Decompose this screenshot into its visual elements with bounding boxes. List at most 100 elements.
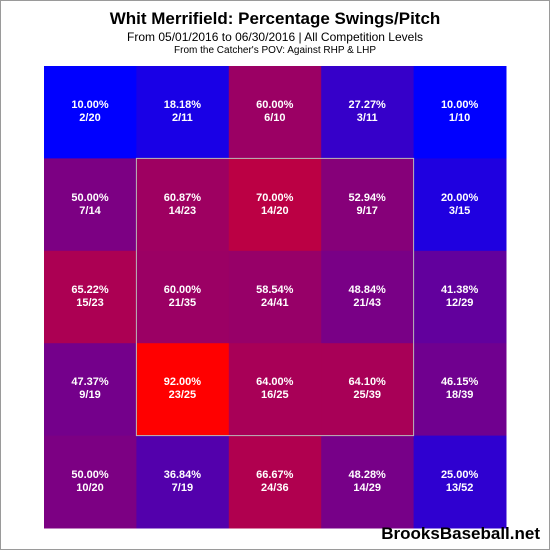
cell-ratio: 15/23 xyxy=(76,297,104,309)
cell-ratio: 23/25 xyxy=(168,389,197,402)
cell-ratio: 7/14 xyxy=(79,204,101,217)
cell-percent: 20.00% xyxy=(440,191,479,204)
cell-ratio: 21/43 xyxy=(353,297,381,309)
cell-percent: 64.00% xyxy=(256,376,294,389)
cell-percent: 60.87% xyxy=(163,191,202,204)
cell-label-r4c2: 66.67% 24/36 xyxy=(229,469,321,495)
cell-ratio: 25/39 xyxy=(353,389,381,402)
cell-label-r4c3: 48.28% 14/29 xyxy=(321,469,413,495)
cell-label-r3c1: 92.00% 23/25 xyxy=(136,376,228,402)
cell-label-r3c0: 47.37% 9/19 xyxy=(44,376,136,402)
cell-percent: 58.54% xyxy=(256,284,294,296)
cell-percent: 41.38% xyxy=(440,284,479,296)
cell-label-r4c0: 50.00% 10/20 xyxy=(44,469,136,495)
cell-percent: 52.94% xyxy=(348,191,386,204)
cell-ratio: 9/19 xyxy=(79,389,101,402)
heatmap-cell-r2c0 xyxy=(44,250,137,344)
heatmap-cell-r1c1 xyxy=(136,158,230,252)
chart-subtitle-pov: From the Catcher's POV: Against RHP & LH… xyxy=(174,45,376,56)
chart-title: Whit Merrifield: Percentage Swings/Pitch xyxy=(109,9,441,28)
heatmap-cell-r3c0 xyxy=(44,343,137,437)
cell-label-r0c3: 27.27% 3/11 xyxy=(321,99,413,125)
heatmap-cell-r2c4 xyxy=(413,250,507,344)
cell-ratio: 13/52 xyxy=(445,481,474,494)
cell-ratio: 14/29 xyxy=(353,481,381,494)
heatmap-cell-r4c3 xyxy=(321,435,415,529)
cell-ratio: 9/17 xyxy=(356,204,378,217)
cell-label-r3c2: 64.00% 16/25 xyxy=(229,376,321,402)
heatmap-cell-r3c2 xyxy=(228,343,322,437)
cell-ratio: 7/19 xyxy=(171,481,194,494)
cell-percent: 65.22% xyxy=(71,284,109,296)
cell-ratio: 2/11 xyxy=(171,112,193,125)
cell-percent: 10.00% xyxy=(440,99,479,112)
cell-percent: 64.10% xyxy=(348,376,386,389)
cell-ratio: 3/11 xyxy=(356,112,378,125)
heatmap-cell-r2c3 xyxy=(321,250,415,344)
cell-ratio: 14/20 xyxy=(261,204,289,217)
cell-ratio: 1/10 xyxy=(448,112,471,125)
brand-watermark: BrooksBaseball.net xyxy=(381,524,540,543)
chart-subtitle: From 05/01/2016 to 06/30/2016 | All Comp… xyxy=(127,30,423,44)
heatmap-cell-r3c1 xyxy=(136,343,230,437)
heatmap-cell-r2c2 xyxy=(228,250,322,344)
cell-label-r3c4: 46.15% 18/39 xyxy=(414,376,506,402)
cell-ratio: 10/20 xyxy=(76,481,104,494)
heatmap-cell-r4c1 xyxy=(136,435,230,529)
cell-percent: 70.00% xyxy=(256,191,294,204)
cell-label-r1c4: 20.00% 3/15 xyxy=(414,192,506,218)
cell-ratio: 24/36 xyxy=(261,481,289,494)
heatmap-cell-r4c0 xyxy=(44,435,137,529)
heatmap-cell-r0c4 xyxy=(413,66,507,159)
cell-label-r0c0: 10.00% 2/20 xyxy=(44,99,136,125)
heatmap-cell-r3c3 xyxy=(321,343,415,437)
cell-percent: 27.27% xyxy=(348,99,386,112)
heatmap-cell-r0c2 xyxy=(228,66,322,159)
cell-label-r4c4: 25.00% 13/52 xyxy=(414,469,506,495)
cell-label-r1c2: 70.00% 14/20 xyxy=(229,192,321,218)
cell-percent: 50.00% xyxy=(71,191,109,204)
cell-ratio: 14/23 xyxy=(168,204,197,217)
cell-ratio: 21/35 xyxy=(168,297,197,309)
heatmap-cell-r4c4 xyxy=(413,435,507,529)
cell-label-r0c4: 10.00% 1/10 xyxy=(414,99,506,125)
cell-ratio: 18/39 xyxy=(445,389,474,402)
cell-label-r2c0: 65.22% 15/23 xyxy=(44,284,136,310)
heatmap-cell-r4c2 xyxy=(228,435,322,529)
heatmap-cell-r0c0 xyxy=(44,66,137,159)
cell-ratio: 24/41 xyxy=(261,297,289,309)
cell-percent: 60.00% xyxy=(163,284,202,296)
heatmap-cell-r0c3 xyxy=(321,66,415,159)
cell-label-r0c2: 60.00% 6/10 xyxy=(229,99,321,125)
cell-percent: 47.37% xyxy=(71,376,109,389)
cell-percent: 10.00% xyxy=(71,99,109,112)
cell-label-r1c1: 60.87% 14/23 xyxy=(136,192,228,218)
cell-label-r0c1: 18.18% 2/11 xyxy=(136,99,228,125)
cell-label-r2c1: 60.00% 21/35 xyxy=(136,284,228,310)
cell-label-r3c3: 64.10% 25/39 xyxy=(321,376,413,402)
strike-zone-outline xyxy=(135,157,415,437)
cell-percent: 46.15% xyxy=(440,376,479,389)
cell-percent: 92.00% xyxy=(163,376,202,389)
heatmap-cell-r0c1 xyxy=(136,66,230,159)
cell-ratio: 3/15 xyxy=(448,204,471,217)
cell-label-r2c2: 58.54% 24/41 xyxy=(229,284,321,310)
cell-percent: 48.28% xyxy=(348,468,386,481)
cell-label-r1c0: 50.00% 7/14 xyxy=(44,192,136,218)
cell-label-r2c3: 48.84% 21/43 xyxy=(321,284,413,310)
cell-percent: 50.00% xyxy=(71,468,109,481)
heatmap-cell-r1c0 xyxy=(44,158,137,252)
cell-label-r1c3: 52.94% 9/17 xyxy=(321,192,413,218)
heatmap-cell-r1c4 xyxy=(413,158,507,252)
cell-percent: 48.84% xyxy=(348,284,386,296)
cell-ratio: 2/20 xyxy=(79,112,101,125)
cell-percent: 18.18% xyxy=(163,99,202,112)
cell-label-r2c4: 41.38% 12/29 xyxy=(414,284,506,310)
heatmap-cell-r1c2 xyxy=(228,158,322,252)
cell-percent: 66.67% xyxy=(256,468,294,481)
cell-ratio: 6/10 xyxy=(264,112,286,125)
heatmap-cell-r1c3 xyxy=(321,158,415,252)
cell-percent: 60.00% xyxy=(256,99,294,112)
heatmap-cell-r2c1 xyxy=(136,250,230,344)
